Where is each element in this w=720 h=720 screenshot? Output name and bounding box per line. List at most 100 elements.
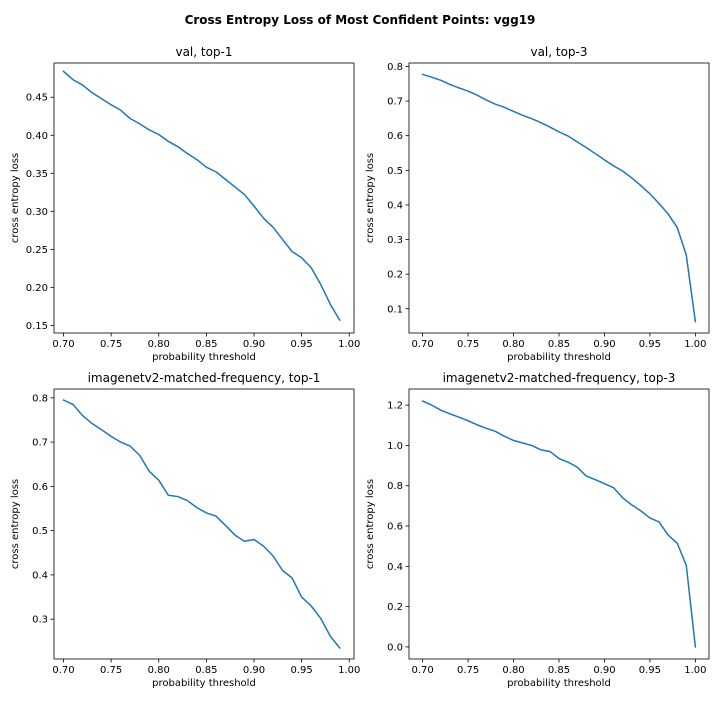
data-point bbox=[458, 86, 461, 89]
data-point bbox=[448, 83, 451, 86]
data-point bbox=[62, 399, 65, 402]
x-tick-label: 0.70 bbox=[52, 665, 74, 676]
data-point bbox=[100, 428, 103, 431]
data-point bbox=[548, 450, 551, 453]
y-axis-label: cross entropy loss bbox=[10, 153, 21, 243]
y-tick-label: 0.6 bbox=[387, 522, 403, 533]
axes-frame bbox=[53, 62, 355, 334]
x-tick-label: 0.85 bbox=[195, 339, 217, 350]
y-tick-label: 0.45 bbox=[26, 93, 48, 104]
data-point bbox=[567, 135, 570, 138]
data-point bbox=[494, 103, 497, 106]
data-point bbox=[119, 441, 122, 444]
data-point bbox=[119, 109, 122, 112]
x-tick-label: 0.95 bbox=[290, 665, 312, 676]
y-tick-label: 0.1 bbox=[387, 304, 403, 315]
data-point bbox=[485, 99, 488, 102]
y-axis-label: cross entropy loss bbox=[365, 479, 376, 569]
data-point bbox=[272, 226, 275, 229]
data-point bbox=[138, 122, 141, 125]
data-point bbox=[612, 164, 615, 167]
data-point bbox=[157, 479, 160, 482]
data-point bbox=[291, 250, 294, 253]
data-point bbox=[148, 470, 151, 473]
y-tick-label: 0.0 bbox=[387, 642, 403, 653]
data-point bbox=[694, 645, 697, 648]
y-tick-label: 0.20 bbox=[26, 283, 48, 294]
y-tick-label: 0.35 bbox=[26, 169, 48, 180]
data-point bbox=[176, 145, 179, 148]
data-point bbox=[233, 185, 236, 188]
data-point bbox=[467, 90, 470, 93]
x-tick-label: 0.90 bbox=[243, 339, 265, 350]
x-tick-label: 0.75 bbox=[100, 339, 122, 350]
data-point bbox=[694, 320, 697, 323]
series-line bbox=[62, 70, 341, 322]
y-tick-label: 0.3 bbox=[387, 235, 403, 246]
x-tick-label: 0.85 bbox=[195, 665, 217, 676]
data-point bbox=[603, 158, 606, 161]
data-point bbox=[233, 534, 236, 537]
y-tick-label: 0.4 bbox=[32, 570, 48, 581]
y-tick-label: 0.8 bbox=[387, 481, 403, 492]
y-tick-label: 0.6 bbox=[32, 482, 48, 493]
data-point bbox=[576, 140, 579, 143]
x-tick-label: 0.80 bbox=[148, 665, 170, 676]
data-point bbox=[148, 128, 151, 131]
data-point bbox=[329, 634, 332, 637]
subplot-val-top1: val, top-1 0.70 0.75 0.80 0.85 0.90 0.95 1.00 0.… bbox=[10, 45, 360, 363]
data-point bbox=[648, 192, 651, 195]
y-tick-label: 0.7 bbox=[32, 438, 48, 449]
axes-frame bbox=[53, 388, 355, 660]
x-tick-label: 0.90 bbox=[593, 339, 615, 350]
series-line bbox=[421, 400, 697, 648]
data-point bbox=[467, 419, 470, 422]
data-point bbox=[530, 444, 533, 447]
data-point bbox=[639, 509, 642, 512]
y-tick-label: 0.3 bbox=[32, 615, 48, 626]
data-point bbox=[167, 140, 170, 143]
data-point bbox=[485, 427, 488, 430]
subplots: val, top-1 0.70 0.75 0.80 0.85 0.90 0.95 1.00 0.… bbox=[10, 45, 710, 689]
y-axis-label: cross entropy loss bbox=[10, 479, 21, 569]
data-point bbox=[603, 482, 606, 485]
data-point bbox=[630, 503, 633, 506]
data-point bbox=[214, 515, 217, 518]
data-point bbox=[539, 448, 542, 451]
data-point bbox=[319, 617, 322, 620]
subplot-title: imagenetv2-matched-frequency, top-3 bbox=[443, 371, 676, 385]
y-tick-label: 1.0 bbox=[387, 441, 403, 452]
data-point bbox=[253, 538, 256, 541]
data-point bbox=[291, 577, 294, 580]
y-tick-label: 0.25 bbox=[26, 245, 48, 256]
data-point bbox=[100, 97, 103, 100]
data-point bbox=[338, 319, 341, 322]
data-point bbox=[310, 266, 313, 269]
data-point bbox=[503, 106, 506, 109]
y-tick-label: 0.8 bbox=[387, 62, 403, 73]
data-point bbox=[319, 283, 322, 286]
x-tick-label: 0.70 bbox=[412, 339, 434, 350]
data-point bbox=[281, 238, 284, 241]
data-point bbox=[186, 152, 189, 155]
data-point bbox=[576, 466, 579, 469]
x-tick-label: 1.00 bbox=[338, 665, 360, 676]
data-point bbox=[594, 152, 597, 155]
data-point bbox=[621, 170, 624, 173]
data-point bbox=[458, 416, 461, 419]
y-tick-label: 0.4 bbox=[387, 562, 403, 573]
subplot-imagenetv2-top3: imagenetv2-matched-frequency, top-3 0.70 0… bbox=[365, 371, 710, 689]
x-tick-label: 0.75 bbox=[457, 339, 479, 350]
data-point bbox=[439, 79, 442, 82]
data-point bbox=[110, 103, 113, 106]
x-tick-label: 0.75 bbox=[457, 665, 479, 676]
data-point bbox=[494, 430, 497, 433]
data-point bbox=[439, 409, 442, 412]
data-point bbox=[62, 70, 65, 73]
data-point bbox=[421, 400, 424, 403]
data-point bbox=[205, 511, 208, 514]
x-axis-label: probability threshold bbox=[507, 352, 611, 363]
data-point bbox=[81, 414, 84, 417]
data-point bbox=[272, 554, 275, 557]
